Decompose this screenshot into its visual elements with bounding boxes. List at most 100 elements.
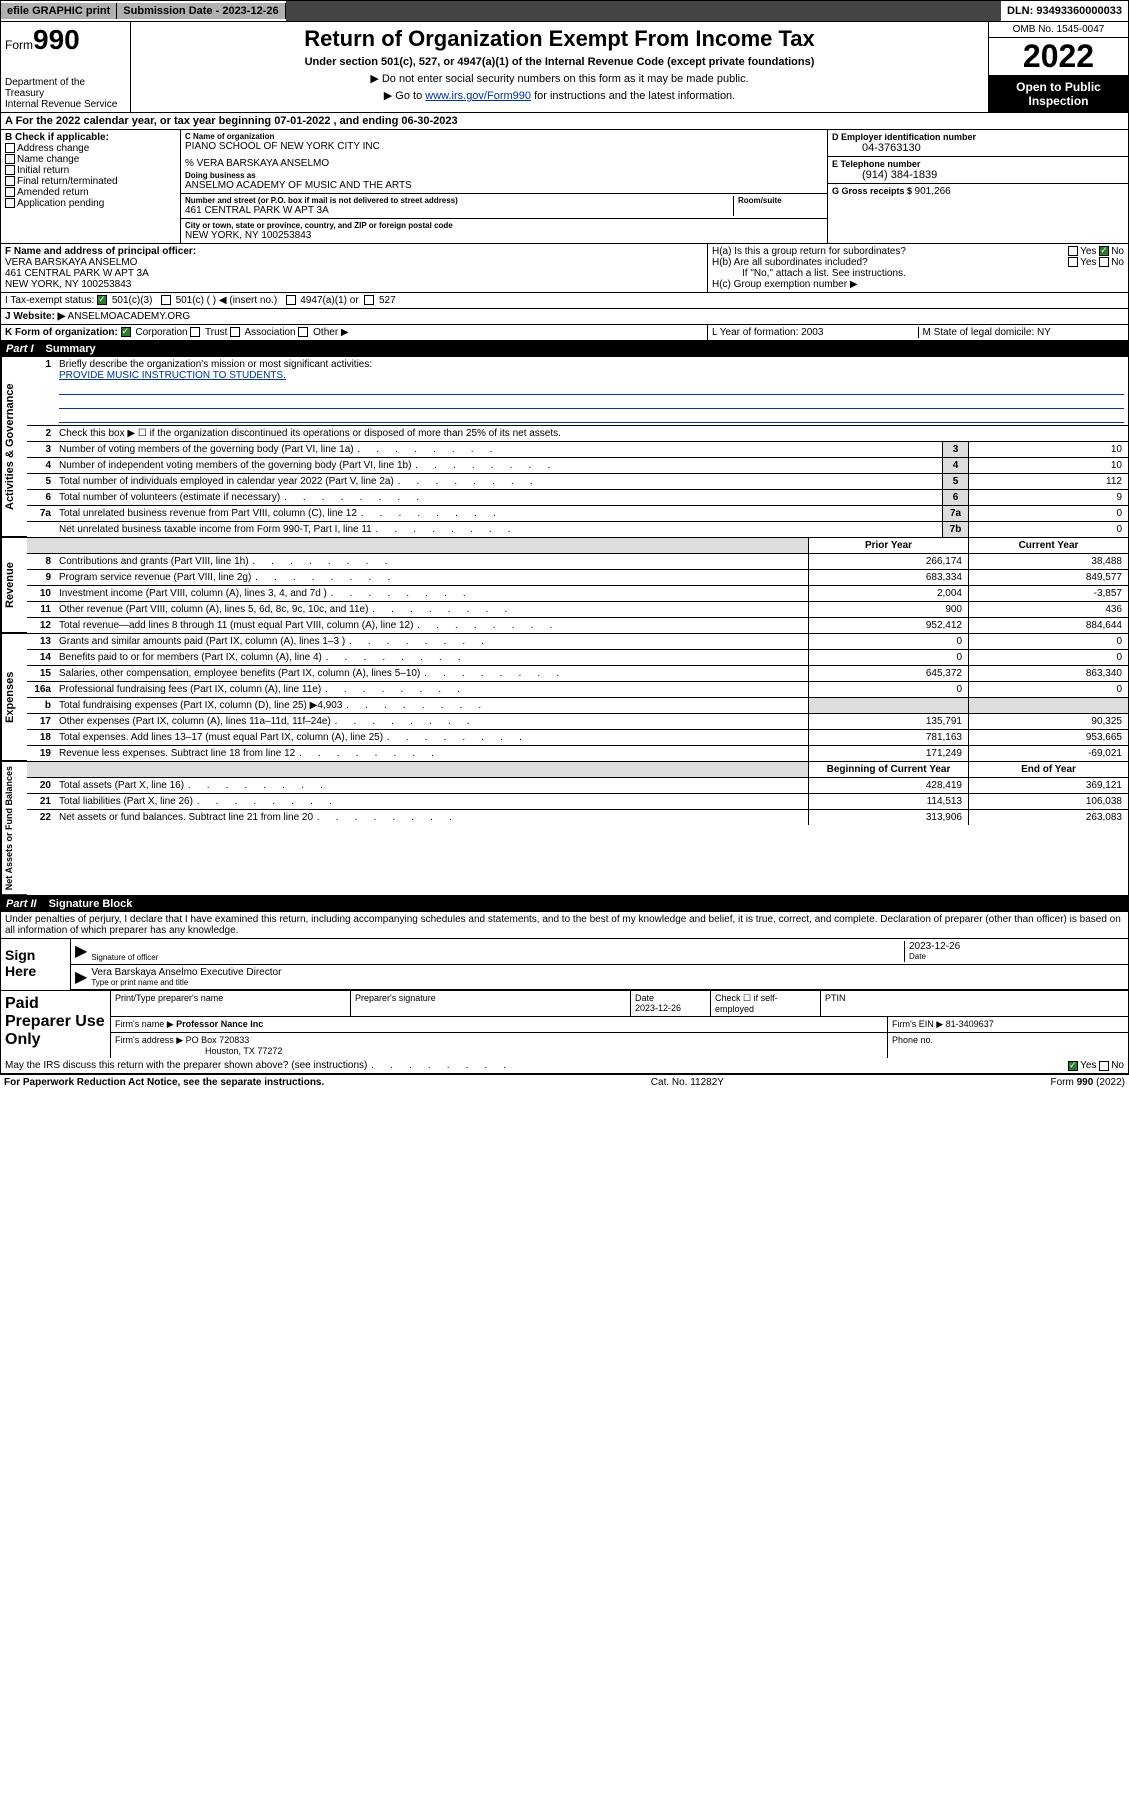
sign-here-label: Sign Here [1, 939, 71, 990]
mission-link[interactable]: PROVIDE MUSIC INSTRUCTION TO STUDENTS. [59, 370, 286, 381]
501c3-check[interactable] [97, 295, 107, 305]
tax-year: 2022 [989, 38, 1128, 76]
topbar: efile GRAPHIC print Submission Date - 20… [0, 0, 1129, 22]
gross-row: G Gross receipts $ 901,266 [828, 184, 1128, 199]
header-right: OMB No. 1545-0047 2022 Open to Public In… [988, 22, 1128, 112]
footer-right: Form 990 (2022) [1051, 1077, 1125, 1088]
data-row: 22Net assets or fund balances. Subtract … [27, 810, 1128, 825]
vtab-revenue: Revenue [1, 538, 27, 633]
gov-row: 6Total number of volunteers (estimate if… [27, 490, 1128, 506]
phone-row: E Telephone number (914) 384-1839 [828, 157, 1128, 184]
sig-declaration: Under penalties of perjury, I declare th… [1, 912, 1128, 938]
sig-officer-line[interactable]: Signature of officer 2023-12-26 Date [71, 939, 1128, 965]
discuss-row: May the IRS discuss this return with the… [1, 1058, 1128, 1073]
line2: 2 Check this box ▶ ☐ if the organization… [27, 426, 1128, 442]
form-note1: Do not enter social security numbers on … [135, 72, 984, 85]
gov-row: Net unrelated business taxable income fr… [27, 522, 1128, 537]
data-row: 8Contributions and grants (Part VIII, li… [27, 554, 1128, 570]
city-row: City or town, state or province, country… [181, 219, 827, 243]
data-row: 9Program service revenue (Part VIII, lin… [27, 570, 1128, 586]
website-row: J Website: ▶ ANSELMOACADEMY.ORG [1, 309, 1128, 324]
data-row: 10Investment income (Part VIII, column (… [27, 586, 1128, 602]
omb-number: OMB No. 1545-0047 [989, 22, 1128, 38]
dept-label: Department of the Treasury Internal Reve… [5, 77, 126, 110]
irs-link[interactable]: www.irs.gov/Form990 [425, 90, 531, 102]
tax-exempt-status: I Tax-exempt status: 501(c)(3) 501(c) ( … [1, 293, 1128, 308]
data-row: 11Other revenue (Part VIII, column (A), … [27, 602, 1128, 618]
summary-revenue: Revenue Prior Year Current Year 8Contrib… [0, 538, 1129, 634]
i-row: I Tax-exempt status: 501(c)(3) 501(c) ( … [1, 292, 1128, 308]
summary-governance: Activities & Governance 1 Briefly descri… [0, 357, 1129, 538]
principal-officer: F Name and address of principal officer:… [1, 244, 708, 292]
k-form-org: K Form of organization: Corporation Trus… [1, 325, 708, 340]
header-center: Return of Organization Exempt From Incom… [131, 22, 988, 112]
section-a-m: A For the 2022 calendar year, or tax yea… [0, 113, 1129, 341]
data-row: 17Other expenses (Part IX, column (A), l… [27, 714, 1128, 730]
gov-row: 4Number of independent voting members of… [27, 458, 1128, 474]
data-row: 20Total assets (Part X, line 16)428,4193… [27, 778, 1128, 794]
check-b-column: B Check if applicable: Address change Na… [1, 130, 181, 243]
form-number: Form990 [5, 24, 126, 56]
j-row: J Website: ▶ ANSELMOACADEMY.ORG [1, 308, 1128, 324]
gov-row: 3Number of voting members of the governi… [27, 442, 1128, 458]
data-row: 18Total expenses. Add lines 13–17 (must … [27, 730, 1128, 746]
data-row: 16aProfessional fundraising fees (Part I… [27, 682, 1128, 698]
h-note: If "No," attach a list. See instructions… [712, 268, 1124, 279]
part1-header: Part I Summary [0, 341, 1129, 357]
gov-row: 5Total number of individuals employed in… [27, 474, 1128, 490]
data-row: 12Total revenue—add lines 8 through 11 (… [27, 618, 1128, 633]
data-row: 19Revenue less expenses. Subtract line 1… [27, 746, 1128, 761]
efile-label[interactable]: efile GRAPHIC print [1, 3, 117, 19]
check-addr[interactable]: Address change [5, 143, 176, 154]
lm-block: L Year of formation: 2003 M State of leg… [708, 325, 1128, 340]
data-row: 15Salaries, other compensation, employee… [27, 666, 1128, 682]
gov-row: 7aTotal unrelated business revenue from … [27, 506, 1128, 522]
org-name-row: C Name of organization PIANO SCHOOL OF N… [181, 130, 827, 194]
form-note2: Go to www.irs.gov/Form990 for instructio… [135, 89, 984, 102]
signature-block: Under penalties of perjury, I declare th… [0, 912, 1129, 991]
bc-row: B Check if applicable: Address change Na… [1, 130, 1128, 243]
form-subtitle: Under section 501(c), 527, or 4947(a)(1)… [135, 56, 984, 68]
prep-title: Paid Preparer Use Only [1, 991, 111, 1058]
topbar-spacer [286, 1, 1001, 21]
f-h-row: F Name and address of principal officer:… [1, 243, 1128, 292]
check-initial[interactable]: Initial return [5, 165, 176, 176]
ha-row: H(a) Is this a group return for subordin… [712, 246, 1124, 257]
net-header: Beginning of Current Year End of Year [27, 762, 1128, 778]
header-left: Form990 Department of the Treasury Inter… [1, 22, 131, 112]
ein-row: D Employer identification number 04-3763… [828, 130, 1128, 157]
paid-preparer: Paid Preparer Use Only Print/Type prepar… [0, 991, 1129, 1074]
check-final[interactable]: Final return/terminated [5, 176, 176, 187]
check-b-label: B Check if applicable: [5, 132, 176, 143]
footer: For Paperwork Reduction Act Notice, see … [0, 1074, 1129, 1090]
data-row: bTotal fundraising expenses (Part IX, co… [27, 698, 1128, 714]
sig-name-line: Vera Barskaya Anselmo Executive Director… [71, 965, 1128, 990]
state-domicile: M State of legal domicile: NY [919, 327, 1125, 338]
firm-name-row: Firm's name ▶ Professor Nance Inc Firm's… [111, 1017, 1128, 1033]
vtab-expenses: Expenses [1, 634, 27, 761]
line-a: A For the 2022 calendar year, or tax yea… [1, 113, 1128, 130]
rev-header: Prior Year Current Year [27, 538, 1128, 554]
summary-net: Net Assets or Fund Balances Beginning of… [0, 762, 1129, 896]
form-header: Form990 Department of the Treasury Inter… [0, 22, 1129, 113]
dln: DLN: 93493360000033 [1001, 3, 1128, 19]
open-inspection: Open to Public Inspection [989, 76, 1128, 112]
klm-row: K Form of organization: Corporation Trus… [1, 324, 1128, 340]
footer-cat: Cat. No. 11282Y [651, 1077, 724, 1088]
footer-left: For Paperwork Reduction Act Notice, see … [4, 1077, 324, 1088]
name-block: C Name of organization PIANO SCHOOL OF N… [181, 130, 828, 243]
h-block: H(a) Is this a group return for subordin… [708, 244, 1128, 292]
right-column: D Employer identification number 04-3763… [828, 130, 1128, 243]
vtab-governance: Activities & Governance [1, 357, 27, 537]
submission-date: Submission Date - 2023-12-26 [117, 3, 285, 19]
vtab-net: Net Assets or Fund Balances [1, 762, 27, 895]
summary-expenses: Expenses 13Grants and similar amounts pa… [0, 634, 1129, 762]
data-row: 13Grants and similar amounts paid (Part … [27, 634, 1128, 650]
check-name[interactable]: Name change [5, 154, 176, 165]
check-pending[interactable]: Application pending [5, 198, 176, 209]
hb-row: H(b) Are all subordinates included? Yes … [712, 257, 1124, 268]
check-amended[interactable]: Amended return [5, 187, 176, 198]
addr-row: Number and street (or P.O. box if mail i… [181, 194, 827, 219]
part2-header: Part II Signature Block [0, 896, 1129, 912]
line1: 1 Briefly describe the organization's mi… [27, 357, 1128, 426]
